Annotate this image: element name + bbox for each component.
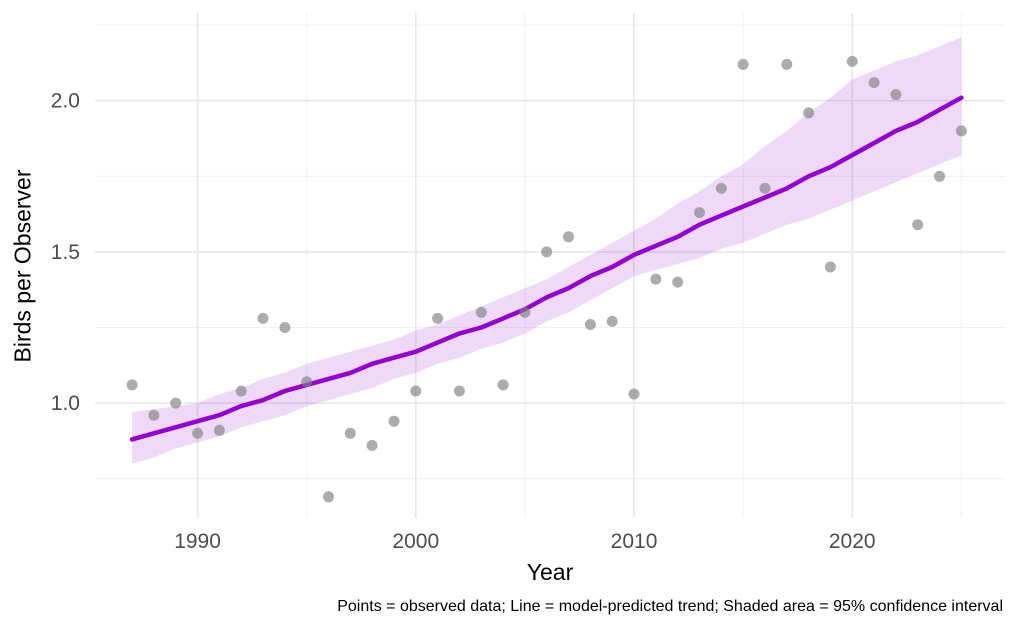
data-point <box>890 89 902 101</box>
data-point <box>170 397 182 409</box>
x-axis-title: Year <box>526 559 574 585</box>
y-tick-label: 1.0 <box>51 392 80 415</box>
data-point <box>235 385 247 397</box>
data-point <box>148 409 160 421</box>
data-point <box>759 182 771 194</box>
data-point <box>475 306 487 318</box>
y-tick-label: 2.0 <box>51 90 80 113</box>
chart-caption: Points = observed data; Line = model-pre… <box>337 598 1003 615</box>
x-tick-label: 2010 <box>611 530 658 553</box>
data-point <box>584 319 596 330</box>
data-point <box>628 388 640 400</box>
data-point <box>868 77 880 89</box>
data-point <box>126 379 138 391</box>
x-tick-label: 1990 <box>174 530 221 553</box>
data-point <box>279 322 291 333</box>
data-point <box>432 312 444 324</box>
data-point <box>388 415 400 427</box>
data-point <box>650 273 662 285</box>
trend-line <box>129 95 964 442</box>
data-point <box>781 58 793 70</box>
data-point <box>912 219 924 231</box>
data-point <box>824 261 836 273</box>
data-point <box>192 427 204 439</box>
data-point <box>672 276 684 288</box>
data-point <box>257 312 269 324</box>
data-point <box>737 58 749 70</box>
x-tick-label: 2000 <box>392 530 439 553</box>
data-point <box>213 424 225 436</box>
data-point <box>453 385 465 397</box>
data-point <box>846 55 858 67</box>
y-axis-title: Birds per Observer <box>9 169 36 363</box>
data-point <box>301 376 313 388</box>
data-point <box>803 107 815 119</box>
data-point <box>410 385 422 397</box>
y-tick-label: 1.5 <box>51 241 80 264</box>
data-point <box>323 491 334 503</box>
data-point <box>694 207 705 219</box>
data-point <box>606 315 618 327</box>
data-point <box>715 182 727 194</box>
x-tick-label: 2020 <box>829 530 876 553</box>
data-point <box>541 246 553 258</box>
confidence-band <box>132 37 962 464</box>
data-point <box>366 439 378 451</box>
data-point <box>955 125 967 137</box>
data-point <box>934 170 945 182</box>
data-point <box>563 231 574 243</box>
data-point <box>519 306 531 318</box>
data-point <box>497 379 509 391</box>
data-point <box>344 427 356 439</box>
